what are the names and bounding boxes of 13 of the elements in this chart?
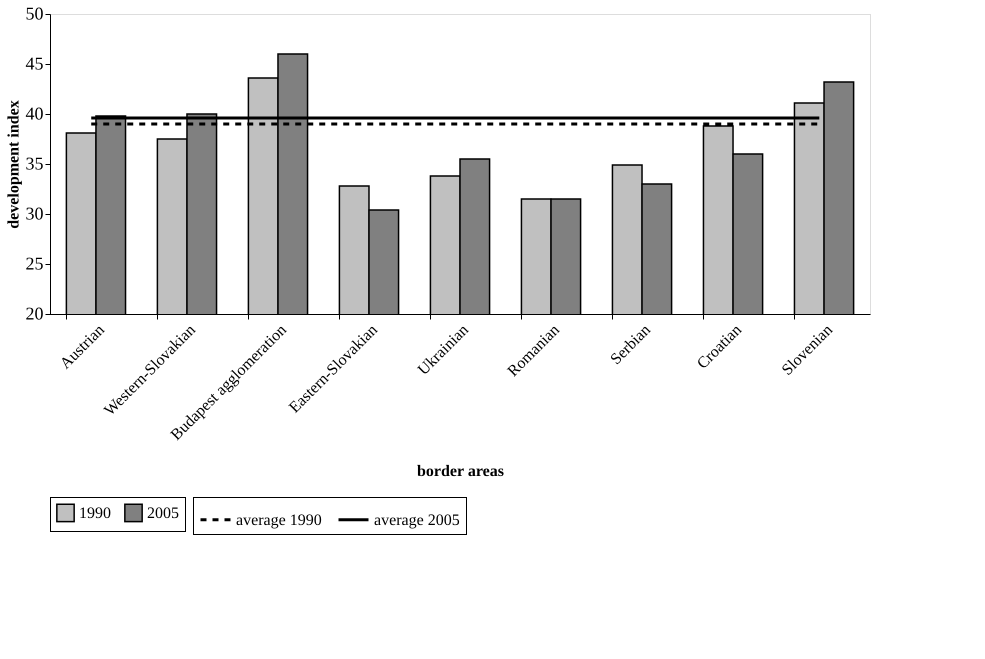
y-tick-label: 45 [26,54,44,74]
y-tick-label: 20 [26,304,44,324]
y-tick-label: 50 [26,4,44,24]
legend-label: 1990 [79,504,111,522]
legend-label: average 1990 [236,512,322,529]
y-tick-label: 30 [26,204,44,224]
y-tick-label: 40 [26,104,44,124]
y-axis-title: development index [6,100,22,229]
y-tick-label: 35 [26,154,44,174]
y-tick-label: 25 [26,254,44,274]
legend-label: average 2005 [374,512,460,529]
legend-label: 2005 [147,504,179,522]
x-axis-title: border areas [417,463,504,480]
